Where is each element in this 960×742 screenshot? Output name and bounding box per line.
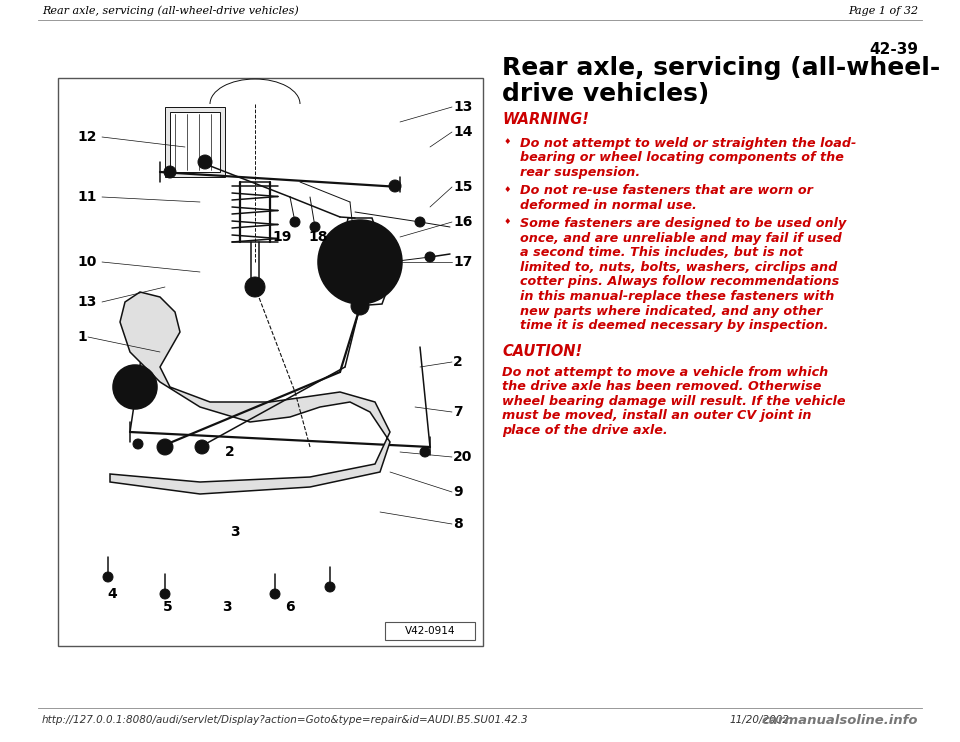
Circle shape — [103, 572, 113, 582]
Text: deformed in normal use.: deformed in normal use. — [520, 199, 697, 212]
Text: 12: 12 — [77, 130, 97, 144]
Text: http://127.0.0.1:8080/audi/servlet/Display?action=Goto&type=repair&id=AUDI.B5.SU: http://127.0.0.1:8080/audi/servlet/Displ… — [42, 715, 529, 725]
Text: 7: 7 — [453, 405, 463, 419]
Text: ♦: ♦ — [504, 217, 512, 226]
Text: a second time. This includes, but is not: a second time. This includes, but is not — [520, 246, 804, 260]
Text: drive vehicles): drive vehicles) — [502, 82, 709, 106]
Circle shape — [290, 217, 300, 227]
Text: Rear axle, servicing (all-wheel-drive vehicles): Rear axle, servicing (all-wheel-drive ve… — [42, 6, 299, 16]
Text: ♦: ♦ — [504, 185, 512, 194]
FancyBboxPatch shape — [385, 622, 475, 640]
Circle shape — [322, 224, 398, 300]
Text: 2: 2 — [226, 445, 235, 459]
Text: Do not attempt to weld or straighten the load-: Do not attempt to weld or straighten the… — [520, 137, 856, 150]
Circle shape — [338, 240, 382, 284]
Circle shape — [310, 222, 320, 232]
Text: 18: 18 — [308, 230, 327, 244]
Circle shape — [160, 589, 170, 599]
Text: 11: 11 — [77, 190, 97, 204]
Text: 9: 9 — [453, 485, 463, 499]
Text: 6: 6 — [285, 600, 295, 614]
Circle shape — [415, 217, 425, 227]
Text: 2: 2 — [453, 355, 463, 369]
Circle shape — [270, 589, 280, 599]
Circle shape — [325, 582, 335, 592]
Circle shape — [420, 447, 430, 457]
Text: 19: 19 — [273, 230, 292, 244]
Circle shape — [164, 166, 176, 178]
Text: 4: 4 — [108, 587, 117, 601]
FancyBboxPatch shape — [170, 112, 220, 172]
Circle shape — [198, 155, 212, 169]
Text: Do not re-use fasteners that are worn or: Do not re-use fasteners that are worn or — [520, 185, 813, 197]
Circle shape — [346, 248, 374, 276]
Circle shape — [389, 180, 401, 192]
Text: 17: 17 — [453, 255, 472, 269]
Text: the drive axle has been removed. Otherwise: the drive axle has been removed. Otherwi… — [502, 381, 822, 393]
Circle shape — [250, 282, 260, 292]
Circle shape — [113, 365, 157, 409]
Text: Page 1 of 32: Page 1 of 32 — [848, 6, 918, 16]
Text: 13: 13 — [453, 100, 472, 114]
Text: V42-0914: V42-0914 — [405, 626, 455, 636]
Circle shape — [161, 443, 169, 451]
Text: Rear axle, servicing (all-wheel-: Rear axle, servicing (all-wheel- — [502, 56, 940, 80]
Text: carmanualsoline.info: carmanualsoline.info — [761, 714, 918, 726]
FancyBboxPatch shape — [165, 107, 225, 177]
Text: limited to, nuts, bolts, washers, circlips and: limited to, nuts, bolts, washers, circli… — [520, 261, 837, 274]
Circle shape — [351, 297, 369, 315]
Circle shape — [128, 380, 142, 394]
FancyBboxPatch shape — [58, 78, 483, 646]
Text: Some fasteners are designed to be used only: Some fasteners are designed to be used o… — [520, 217, 847, 231]
Text: 1: 1 — [77, 330, 86, 344]
Text: 15: 15 — [453, 180, 472, 194]
Text: 13: 13 — [77, 295, 96, 309]
Circle shape — [332, 234, 388, 290]
Circle shape — [245, 277, 265, 297]
Text: cotter pins. Always follow recommendations: cotter pins. Always follow recommendatio… — [520, 275, 839, 289]
Text: 10: 10 — [77, 255, 96, 269]
Text: 11/20/2002: 11/20/2002 — [730, 715, 790, 725]
Text: 14: 14 — [453, 125, 472, 139]
Text: 16: 16 — [453, 215, 472, 229]
Circle shape — [157, 439, 173, 455]
Circle shape — [121, 373, 149, 401]
Circle shape — [318, 220, 402, 304]
Text: wheel bearing damage will result. If the vehicle: wheel bearing damage will result. If the… — [502, 395, 846, 408]
Text: rear suspension.: rear suspension. — [520, 166, 640, 179]
Text: 20: 20 — [453, 450, 472, 464]
Text: 42-39: 42-39 — [869, 42, 918, 57]
Text: bearing or wheel locating components of the: bearing or wheel locating components of … — [520, 151, 844, 165]
Text: time it is deemed necessary by inspection.: time it is deemed necessary by inspectio… — [520, 319, 828, 332]
Circle shape — [425, 252, 435, 262]
Text: CAUTION!: CAUTION! — [502, 344, 582, 358]
Text: in this manual-replace these fasteners with: in this manual-replace these fasteners w… — [520, 290, 834, 303]
Text: place of the drive axle.: place of the drive axle. — [502, 424, 668, 437]
Circle shape — [133, 439, 143, 449]
Text: Do not attempt to move a vehicle from which: Do not attempt to move a vehicle from wh… — [502, 366, 828, 379]
Circle shape — [202, 159, 208, 165]
Text: WARNING!: WARNING! — [502, 112, 588, 127]
Text: 5: 5 — [163, 600, 173, 614]
Text: ♦: ♦ — [504, 137, 512, 146]
Text: 8: 8 — [453, 517, 463, 531]
Text: 3: 3 — [230, 525, 240, 539]
Polygon shape — [110, 292, 390, 494]
Circle shape — [353, 255, 367, 269]
Text: once, and are unreliable and may fail if used: once, and are unreliable and may fail if… — [520, 232, 842, 245]
Text: 3: 3 — [222, 600, 231, 614]
Text: must be moved, install an outer CV joint in: must be moved, install an outer CV joint… — [502, 410, 811, 422]
Text: new parts where indicated, and any other: new parts where indicated, and any other — [520, 304, 823, 318]
Circle shape — [195, 440, 209, 454]
